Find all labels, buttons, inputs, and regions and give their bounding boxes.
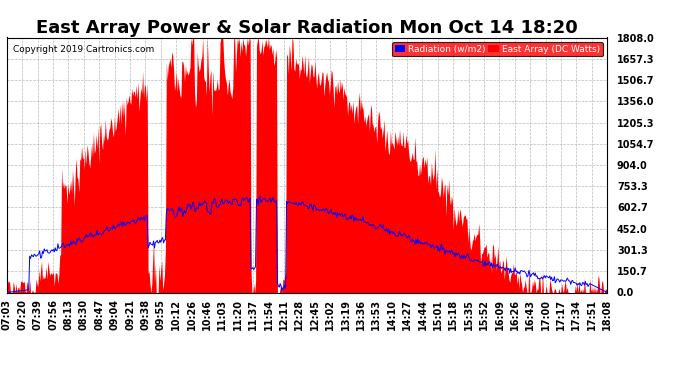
Title: East Array Power & Solar Radiation Mon Oct 14 18:20: East Array Power & Solar Radiation Mon O… xyxy=(36,20,578,38)
Legend: Radiation (w/m2), East Array (DC Watts): Radiation (w/m2), East Array (DC Watts) xyxy=(392,42,602,56)
Text: Copyright 2019 Cartronics.com: Copyright 2019 Cartronics.com xyxy=(13,45,154,54)
